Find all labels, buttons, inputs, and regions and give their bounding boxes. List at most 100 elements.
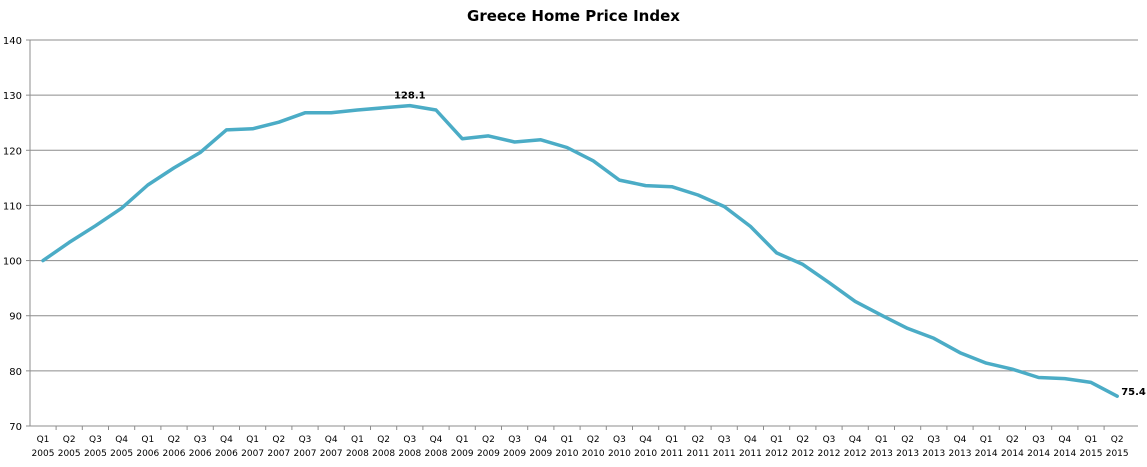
x-tick-label-quarter: Q2 [796, 435, 809, 445]
x-tick-label-quarter: Q2 [1006, 435, 1019, 445]
x-tick-label-quarter: Q1 [561, 435, 574, 445]
y-tick-label: 130 [3, 91, 22, 102]
data-label: 128.1 [394, 91, 426, 102]
x-tick-label-quarter: Q1 [37, 435, 50, 445]
x-tick-label-year: 2011 [713, 449, 736, 459]
x-tick-label-quarter: Q1 [1085, 435, 1098, 445]
x-tick-label-year: 2006 [189, 449, 212, 459]
x-tick-label-quarter: Q1 [665, 435, 678, 445]
x-tick-label-quarter: Q1 [141, 435, 154, 445]
x-tick-label-year: 2007 [320, 449, 343, 459]
x-tick-label-quarter: Q3 [613, 435, 626, 445]
x-tick-label-quarter: Q2 [377, 435, 390, 445]
x-tick-label-year: 2011 [660, 449, 683, 459]
x-tick-label-year: 2010 [634, 449, 657, 459]
x-tick-label-year: 2010 [556, 449, 579, 459]
x-tick-label-quarter: Q3 [927, 435, 940, 445]
x-tick-label-quarter: Q3 [299, 435, 312, 445]
x-tick-label-year: 2006 [136, 449, 159, 459]
x-tick-label-year: 2015 [1106, 449, 1129, 459]
x-tick-label-quarter: Q4 [849, 435, 862, 445]
data-label: 75.4 [1121, 387, 1146, 398]
x-tick-label-quarter: Q1 [246, 435, 259, 445]
x-tick-label-year: 2006 [215, 449, 238, 459]
x-tick-label-year: 2007 [267, 449, 290, 459]
series [41, 103, 1119, 398]
y-tick-label: 70 [9, 422, 22, 433]
x-tick-label-year: 2014 [1001, 449, 1024, 459]
x-tick-label-year: 2012 [791, 449, 814, 459]
x-tick-labels: Q1 2005 Q2 2005 Q3 2005 Q4 2005 Q1 2006 Q2 2006 Q3 20… [32, 435, 1129, 459]
x-tick-label-year: 2014 [1027, 449, 1050, 459]
x-tick-label-year: 2005 [110, 449, 133, 459]
x-tick-label-quarter: Q1 [770, 435, 783, 445]
x-tick-label-year: 2007 [241, 449, 264, 459]
y-tick-labels: 70 80 90 100 110 120 130 140 [3, 36, 22, 433]
x-tick-label-quarter: Q4 [534, 435, 547, 445]
x-tick-label-quarter: Q2 [587, 435, 600, 445]
x-tick-label-quarter: Q3 [508, 435, 521, 445]
x-tick-label-year: 2012 [818, 449, 841, 459]
series-line [41, 103, 1119, 398]
x-tick-label-quarter: Q4 [115, 435, 128, 445]
x-tick-label-quarter: Q2 [482, 435, 495, 445]
x-tick-label-year: 2013 [870, 449, 893, 459]
x-tick-label-quarter: Q3 [823, 435, 836, 445]
x-tick-label-year: 2007 [294, 449, 317, 459]
x-tick-label-year: 2015 [1080, 449, 1103, 459]
y-tick-label: 90 [9, 312, 22, 323]
y-tick-label: 140 [3, 36, 22, 47]
x-tick-label-quarter: Q2 [63, 435, 76, 445]
x-tick-label-year: 2010 [582, 449, 605, 459]
x-tick-label-quarter: Q1 [875, 435, 888, 445]
gridlines [30, 39, 1138, 372]
x-tick-label-year: 2010 [608, 449, 631, 459]
x-tick-label-quarter: Q3 [194, 435, 207, 445]
y-tick-label: 80 [9, 367, 22, 378]
x-tick-label-quarter: Q4 [220, 435, 233, 445]
x-tick-label-year: 2005 [58, 449, 81, 459]
y-tick-label: 100 [3, 257, 22, 268]
y-tick-label: 110 [3, 201, 22, 212]
x-tick-label-year: 2008 [346, 449, 369, 459]
x-tick-label-quarter: Q3 [89, 435, 102, 445]
x-tick-label-quarter: Q3 [403, 435, 416, 445]
x-tick-label-quarter: Q4 [954, 435, 967, 445]
x-tick-label-year: 2009 [477, 449, 500, 459]
x-tick-label-year: 2009 [503, 449, 526, 459]
chart-title: Greece Home Price Index [467, 7, 680, 25]
x-tick-label-quarter: Q1 [456, 435, 469, 445]
x-tick-label-year: 2009 [451, 449, 474, 459]
x-tick-label-year: 2012 [844, 449, 867, 459]
x-tick-label-quarter: Q2 [272, 435, 285, 445]
x-tick-label-quarter: Q1 [980, 435, 993, 445]
x-tick-label-quarter: Q4 [639, 435, 652, 445]
x-tick-label-year: 2014 [975, 449, 998, 459]
x-tick-label-quarter: Q2 [692, 435, 705, 445]
x-tick-label-year: 2005 [84, 449, 107, 459]
x-tick-label-quarter: Q1 [351, 435, 364, 445]
x-tick-label-year: 2006 [163, 449, 186, 459]
x-tick-label-year: 2013 [896, 449, 919, 459]
x-tick-label-quarter: Q2 [901, 435, 914, 445]
x-tick-label-quarter: Q4 [1058, 435, 1071, 445]
x-tick-label-quarter: Q3 [1032, 435, 1045, 445]
data-labels: 128.1 75.4 [394, 91, 1146, 399]
x-tick-label-quarter: Q3 [718, 435, 731, 445]
x-tick-label-quarter: Q2 [1111, 435, 1124, 445]
x-tick-label-year: 2005 [32, 449, 55, 459]
x-tick-label-year: 2011 [687, 449, 710, 459]
x-tick-label-year: 2014 [1053, 449, 1076, 459]
x-tick-label-year: 2008 [425, 449, 448, 459]
x-tick-label-year: 2013 [949, 449, 972, 459]
x-tick-label-quarter: Q4 [744, 435, 757, 445]
x-tick-label-year: 2009 [529, 449, 552, 459]
x-tick-label-year: 2013 [922, 449, 945, 459]
x-tick-label-quarter: Q4 [325, 435, 338, 445]
axes [26, 39, 1138, 430]
x-tick-label-year: 2011 [739, 449, 762, 459]
x-tick-label-quarter: Q4 [430, 435, 443, 445]
x-tick-label-quarter: Q2 [168, 435, 181, 445]
x-tick-label-year: 2008 [372, 449, 395, 459]
